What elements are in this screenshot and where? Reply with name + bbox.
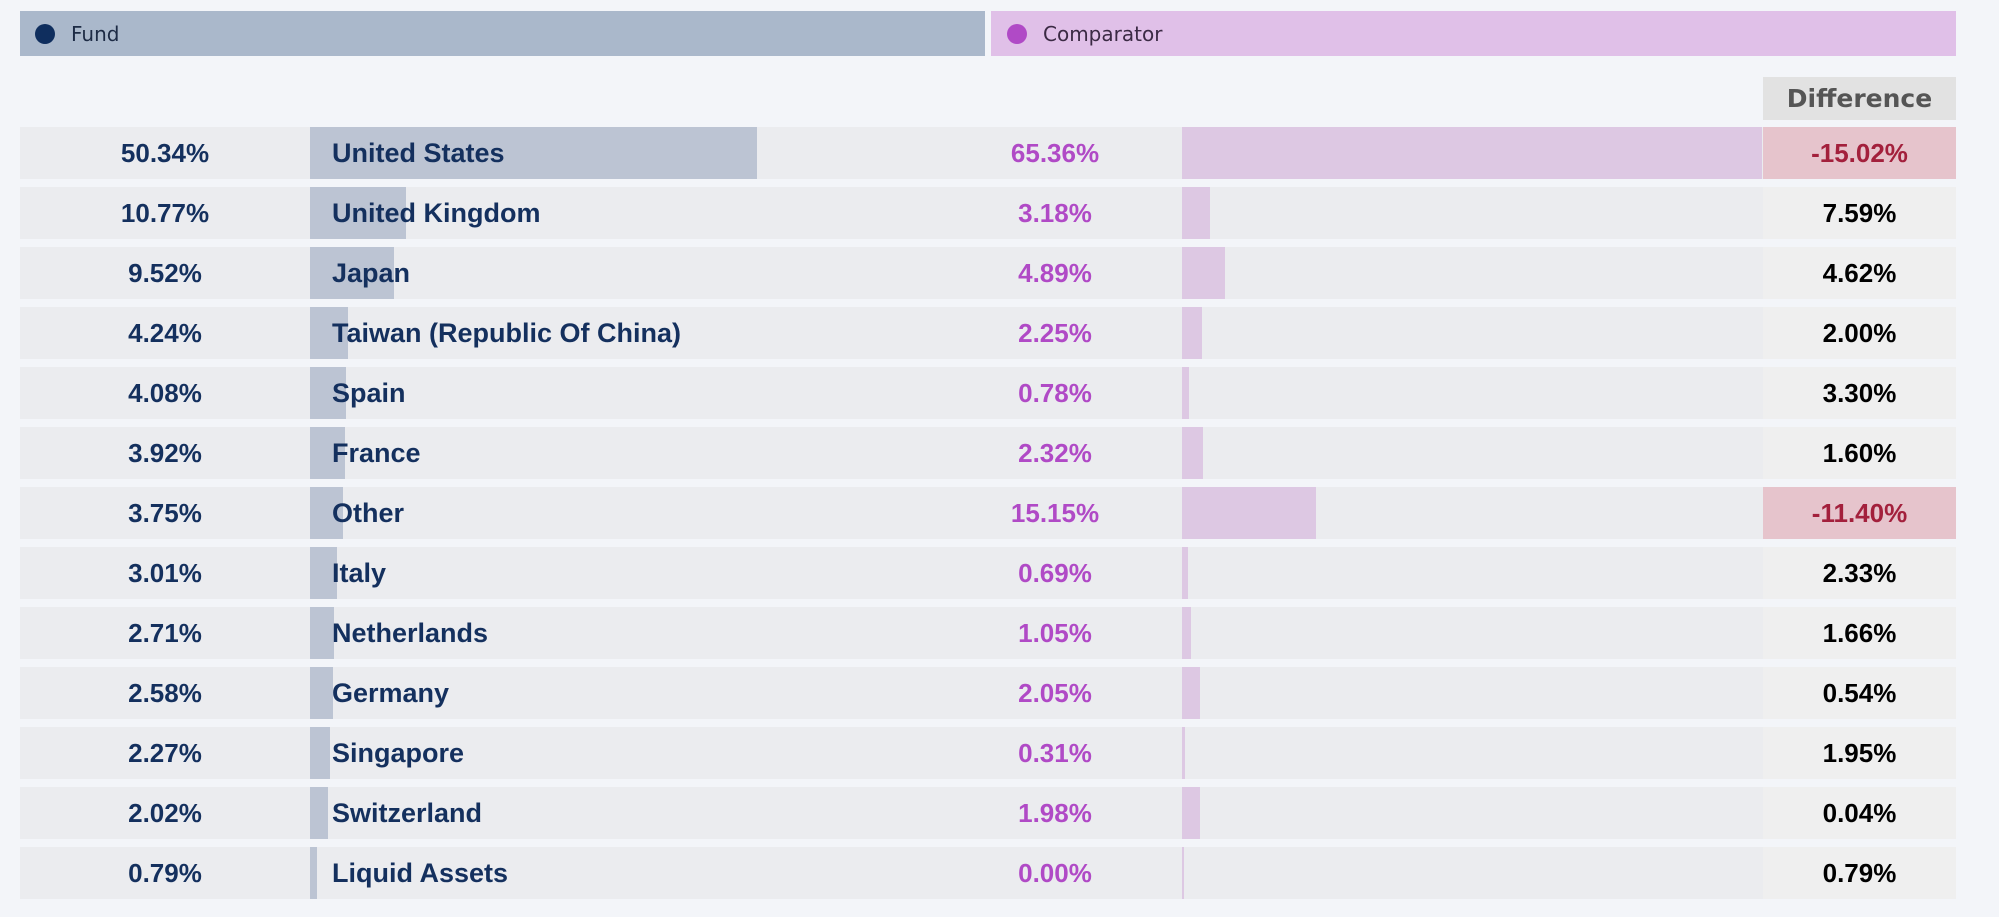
country-label: United Kingdom	[332, 197, 541, 228]
difference-value: 2.00%	[1763, 307, 1956, 359]
legend-fund-label: Fund	[71, 21, 120, 46]
comparator-bar	[1182, 787, 1200, 839]
fund-bar	[310, 667, 333, 719]
difference-value: -15.02%	[1763, 127, 1956, 179]
difference-value: 0.79%	[1763, 847, 1956, 899]
table-row[interactable]: 3.01% Italy 0.69% 2.33%	[20, 547, 1956, 599]
difference-value: 4.62%	[1763, 247, 1956, 299]
difference-header: Difference	[1763, 77, 1956, 120]
difference-value: 1.95%	[1763, 727, 1956, 779]
fund-bar	[310, 607, 335, 659]
fund-bar	[310, 787, 328, 839]
country-label: Germany	[332, 677, 450, 708]
comparator-bar	[1182, 847, 1184, 899]
fund-bar	[310, 187, 406, 239]
country-label: Italy	[332, 557, 387, 588]
comparator-value: 1.98%	[1018, 797, 1092, 828]
fund-bar	[310, 547, 337, 599]
comparator-bar	[1182, 607, 1192, 659]
country-label: Netherlands	[332, 617, 489, 648]
country-label: United States	[332, 137, 505, 168]
comparator-value: 2.25%	[1018, 317, 1092, 348]
table-row[interactable]: 4.24% Taiwan (Republic Of China) 2.25% 2.00…	[20, 307, 1956, 359]
difference-value: 0.54%	[1763, 667, 1956, 719]
fund-value: 4.24%	[128, 317, 202, 348]
comparator-bar	[1182, 247, 1226, 299]
comparator-bar	[1182, 367, 1189, 419]
difference-value: 2.33%	[1763, 547, 1956, 599]
comparator-value: 0.69%	[1018, 557, 1092, 588]
table-row[interactable]: 3.75% Other 15.15% -11.40%	[20, 487, 1956, 539]
comparator-value: 0.78%	[1018, 377, 1092, 408]
comparator-bar	[1182, 127, 1762, 179]
comparator-bar	[1182, 727, 1185, 779]
difference-value: 1.66%	[1763, 607, 1956, 659]
fund-bar	[310, 487, 344, 539]
legend-comparator[interactable]: Comparator	[991, 11, 1956, 56]
comparator-dot-icon	[1007, 23, 1027, 44]
comparator-value: 0.00%	[1018, 857, 1092, 888]
comparator-value: 4.89%	[1018, 257, 1092, 288]
comparator-bar	[1182, 187, 1211, 239]
difference-value: 1.60%	[1763, 427, 1956, 479]
legend-fund[interactable]: Fund	[20, 11, 985, 56]
fund-bar	[310, 847, 317, 899]
legend-comparator-label: Comparator	[1043, 21, 1163, 46]
difference-value: 7.59%	[1763, 187, 1956, 239]
fund-value: 3.92%	[128, 437, 202, 468]
table-row[interactable]: 2.71% Netherlands 1.05% 1.66%	[20, 607, 1956, 659]
difference-value: 3.30%	[1763, 367, 1956, 419]
difference-value: -11.40%	[1763, 487, 1956, 539]
fund-dot-icon	[35, 23, 55, 44]
fund-value: 3.01%	[128, 557, 202, 588]
comparator-bar	[1182, 487, 1317, 539]
comparator-value: 65.36%	[1010, 137, 1100, 168]
table-row[interactable]: 10.77% United Kingdom 3.18% 7.59%	[20, 187, 1956, 239]
comparator-bar	[1182, 667, 1201, 719]
comparator-bar	[1182, 307, 1202, 359]
difference-value: 0.04%	[1763, 787, 1956, 839]
table-row[interactable]: 2.58% Germany 2.05% 0.54%	[20, 667, 1956, 719]
table-row[interactable]: 4.08% Spain 0.78% 3.30%	[20, 367, 1956, 419]
country-label: Taiwan (Republic Of China)	[332, 317, 682, 348]
country-label: Other	[332, 497, 405, 528]
table-row[interactable]: 50.34% United States 65.36% -15.02%	[20, 127, 1956, 179]
fund-value: 2.71%	[128, 617, 202, 648]
table-row[interactable]: 2.02% Switzerland 1.98% 0.04%	[20, 787, 1956, 839]
fund-value: 0.79%	[128, 857, 202, 888]
comparator-value: 2.05%	[1018, 677, 1092, 708]
country-label: Spain	[332, 377, 406, 408]
fund-bar	[310, 727, 331, 779]
comparator-bar	[1182, 547, 1189, 599]
table-row[interactable]: 2.27% Singapore 0.31% 1.95%	[20, 727, 1956, 779]
country-label: Japan	[332, 257, 411, 288]
fund-value: 2.02%	[128, 797, 202, 828]
fund-value: 50.34%	[120, 137, 210, 168]
fund-bar	[310, 127, 757, 179]
table-row[interactable]: 0.79% Liquid Assets 0.00% 0.79%	[20, 847, 1956, 899]
fund-bar	[310, 247, 395, 299]
fund-value: 2.27%	[128, 737, 202, 768]
fund-value: 2.58%	[128, 677, 202, 708]
country-label: Liquid Assets	[332, 857, 509, 888]
country-label: Singapore	[332, 737, 465, 768]
comparator-value: 3.18%	[1018, 197, 1092, 228]
fund-bar	[310, 367, 347, 419]
fund-value: 4.08%	[128, 377, 202, 408]
country-label: France	[332, 437, 421, 468]
comparator-value: 1.05%	[1018, 617, 1092, 648]
fund-value: 3.75%	[128, 497, 202, 528]
table-row[interactable]: 3.92% France 2.32% 1.60%	[20, 427, 1956, 479]
comparator-value: 0.31%	[1018, 737, 1092, 768]
fund-value: 10.77%	[120, 197, 210, 228]
comparator-value: 2.32%	[1018, 437, 1092, 468]
fund-bar	[310, 307, 348, 359]
comparator-bar	[1182, 427, 1203, 479]
fund-value: 9.52%	[128, 257, 202, 288]
country-label: Switzerland	[332, 797, 483, 828]
fund-bar	[310, 427, 345, 479]
table-row[interactable]: 9.52% Japan 4.89% 4.62%	[20, 247, 1956, 299]
comparator-value: 15.15%	[1010, 497, 1100, 528]
